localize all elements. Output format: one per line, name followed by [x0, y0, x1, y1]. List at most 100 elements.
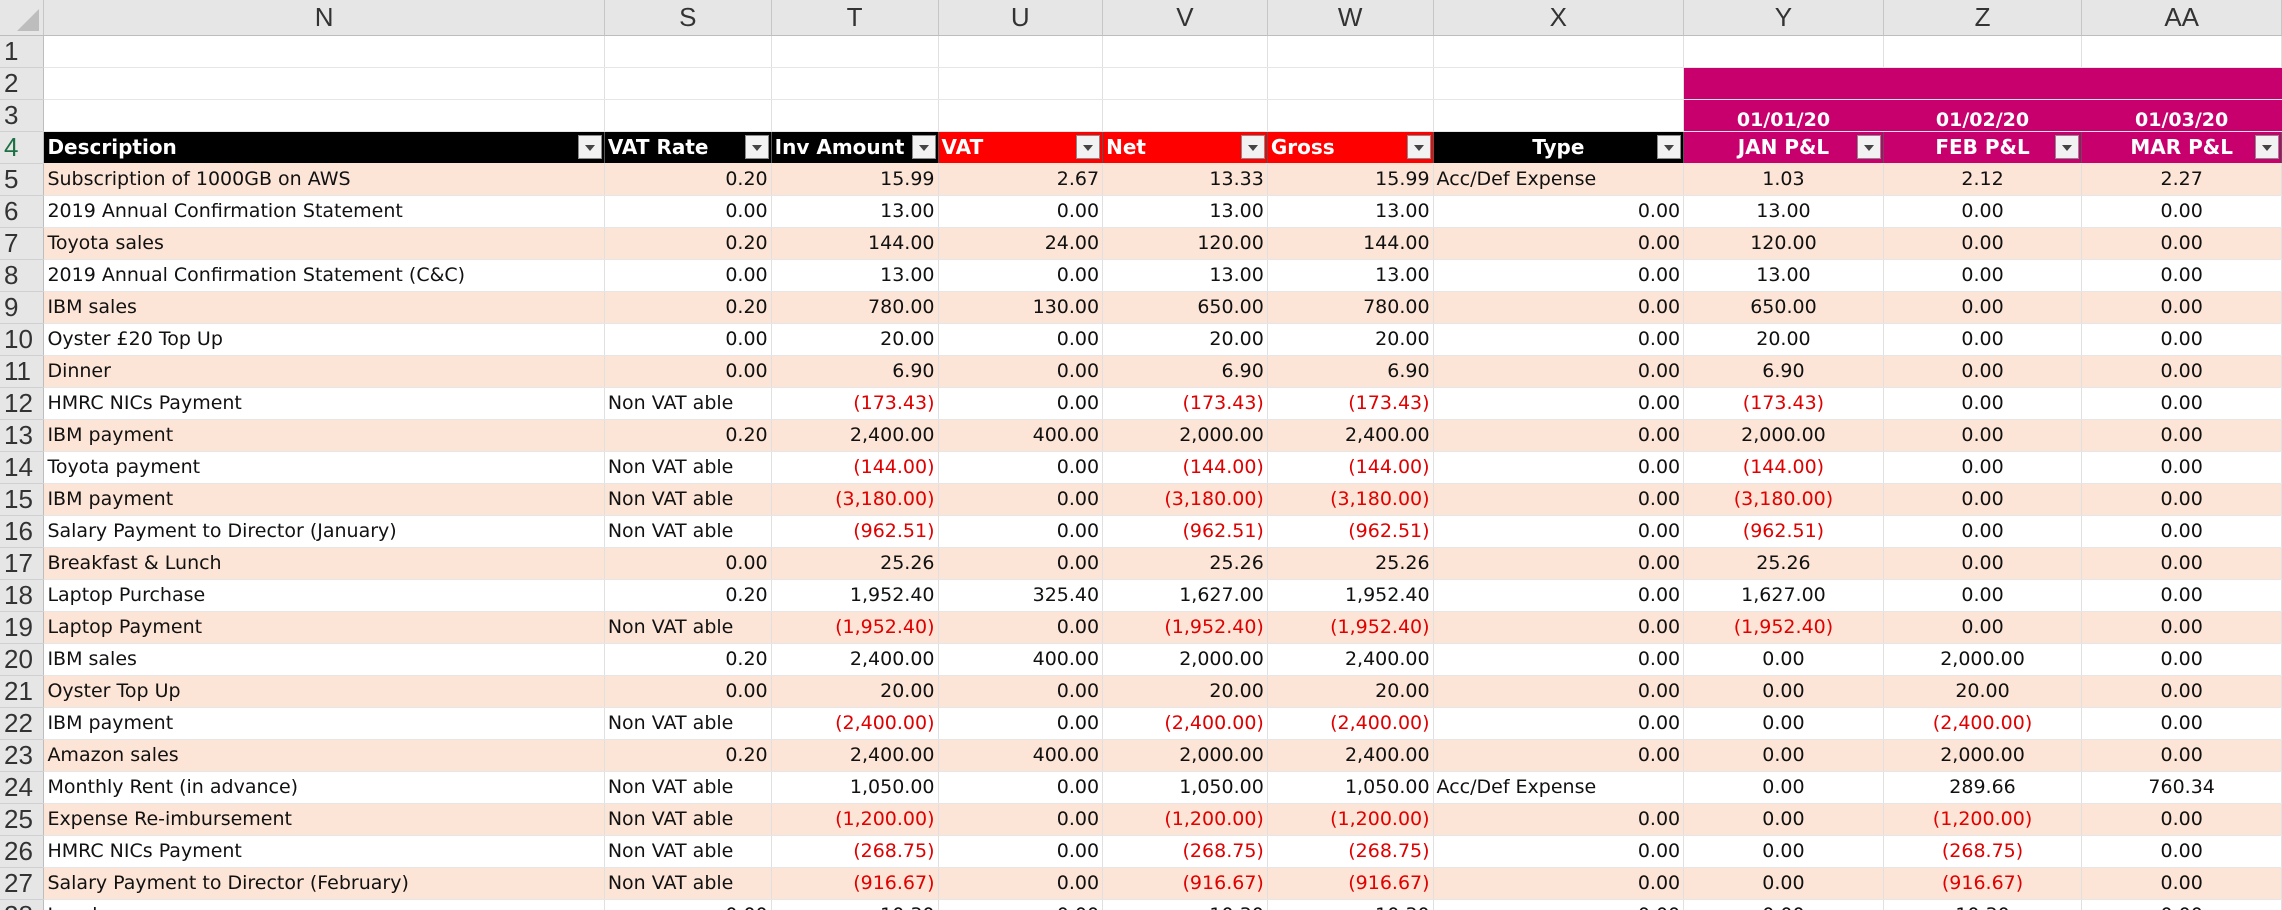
cell-type[interactable]: 0.00 [1433, 835, 1685, 868]
cell[interactable] [1883, 67, 2083, 100]
cell-net[interactable]: (268.75) [1102, 835, 1268, 868]
select-all-corner[interactable] [0, 0, 45, 36]
cell-vat[interactable]: 0.00 [938, 771, 1104, 804]
cell-mar-pl[interactable]: 0.00 [2081, 739, 2282, 772]
cell-vat[interactable]: 0.00 [938, 451, 1104, 484]
cell-mar-pl[interactable]: 0.00 [2081, 611, 2282, 644]
cell-gross[interactable]: 13.00 [1267, 259, 1434, 292]
cell-feb-pl[interactable]: 2.12 [1883, 163, 2083, 196]
cell-feb-pl[interactable]: 0.00 [1883, 515, 2083, 548]
cell-inv-amount[interactable]: 13.00 [771, 259, 939, 292]
cell-feb-pl[interactable]: 0.00 [1883, 387, 2083, 420]
cell-description[interactable]: Dinner [43, 355, 605, 388]
cell-vat-rate[interactable]: 0.20 [604, 643, 772, 676]
row-number[interactable]: 13 [0, 419, 45, 452]
cell-vat[interactable]: 325.40 [938, 579, 1104, 612]
cell-vat-rate[interactable]: 0.20 [604, 163, 772, 196]
date-mar[interactable]: 01/03/20 [2081, 99, 2282, 132]
column-header-t[interactable]: T [771, 0, 939, 36]
filter-dropdown-icon[interactable] [1076, 134, 1101, 159]
cell-net[interactable]: 6.90 [1102, 355, 1268, 388]
cell-jan-pl[interactable]: 0.00 [1683, 643, 1884, 676]
cell-jan-pl[interactable]: 0.00 [1683, 739, 1884, 772]
cell-mar-pl[interactable]: 0.00 [2081, 195, 2282, 228]
cell-feb-pl[interactable]: 20.00 [1883, 675, 2083, 708]
cell-type[interactable]: 0.00 [1433, 291, 1685, 324]
cell-mar-pl[interactable]: 0.00 [2081, 227, 2282, 260]
cell-jan-pl[interactable]: 0.00 [1683, 803, 1884, 836]
cell-vat[interactable]: 0.00 [938, 483, 1104, 516]
cell-vat-rate[interactable]: 0.20 [604, 419, 772, 452]
cell-gross[interactable]: (173.43) [1267, 387, 1434, 420]
cell-gross[interactable]: 15.99 [1267, 163, 1434, 196]
cell-type[interactable]: 0.00 [1433, 803, 1685, 836]
row-number[interactable]: 25 [0, 803, 45, 836]
cell-vat[interactable]: 24.00 [938, 227, 1104, 260]
cell-gross[interactable]: (268.75) [1267, 835, 1434, 868]
cell-jan-pl[interactable]: 1,627.00 [1683, 579, 1884, 612]
cell-jan-pl[interactable]: 0.00 [1683, 675, 1884, 708]
row-number[interactable]: 4 [0, 131, 45, 164]
cell-jan-pl[interactable]: 13.00 [1683, 195, 1884, 228]
row-number[interactable]: 20 [0, 643, 45, 676]
cell-vat[interactable]: 0.00 [938, 899, 1104, 910]
row-number[interactable]: 14 [0, 451, 45, 484]
cell-mar-pl[interactable]: 0.00 [2081, 867, 2282, 900]
cell-description[interactable]: Toyota payment [43, 451, 605, 484]
cell-gross[interactable]: 20.00 [1267, 323, 1434, 356]
cell[interactable] [604, 67, 772, 100]
cell-feb-pl[interactable]: 10.30 [1883, 899, 2083, 910]
cell-gross[interactable]: (962.51) [1267, 515, 1434, 548]
row-number[interactable]: 3 [0, 99, 45, 132]
header-mar-pl[interactable]: MAR P&L [2081, 131, 2282, 163]
cell-mar-pl[interactable]: 0.00 [2081, 323, 2282, 356]
cell-inv-amount[interactable]: 2,400.00 [771, 643, 939, 676]
row-number[interactable]: 17 [0, 547, 45, 580]
cell-jan-pl[interactable]: 120.00 [1683, 227, 1884, 260]
cell-description[interactable]: IBM payment [43, 483, 605, 516]
cell-net[interactable]: 2,000.00 [1102, 739, 1268, 772]
cell[interactable] [1683, 35, 1884, 68]
row-number[interactable]: 1 [0, 35, 45, 68]
cell-description[interactable]: IBM payment [43, 419, 605, 452]
cell-vat[interactable]: 0.00 [938, 515, 1104, 548]
cell-net[interactable]: 13.33 [1102, 163, 1268, 196]
cell-gross[interactable]: 1,952.40 [1267, 579, 1434, 612]
cell-feb-pl[interactable]: (916.67) [1883, 867, 2083, 900]
cell-description[interactable]: Subscription of 1000GB on AWS [43, 163, 605, 196]
cell-gross[interactable]: 144.00 [1267, 227, 1434, 260]
cell-inv-amount[interactable]: (173.43) [771, 387, 939, 420]
cell[interactable] [1883, 35, 2083, 68]
cell-mar-pl[interactable]: 0.00 [2081, 291, 2282, 324]
cell-inv-amount[interactable]: 2,400.00 [771, 739, 939, 772]
cell[interactable] [2081, 67, 2282, 100]
cell-net[interactable]: (962.51) [1102, 515, 1268, 548]
cell-jan-pl[interactable]: 25.26 [1683, 547, 1884, 580]
row-number[interactable]: 9 [0, 291, 45, 324]
cell-type[interactable]: Acc/Def Expense [1433, 163, 1685, 196]
cell-type[interactable]: Acc/Def Expense [1433, 771, 1685, 804]
filter-dropdown-icon[interactable] [2055, 134, 2080, 159]
cell-vat-rate[interactable]: Non VAT able [604, 451, 772, 484]
filter-dropdown-icon[interactable] [1240, 134, 1265, 159]
cell-inv-amount[interactable]: (144.00) [771, 451, 939, 484]
cell[interactable] [1267, 35, 1434, 68]
cell-inv-amount[interactable]: 1,050.00 [771, 771, 939, 804]
header-vat-rate[interactable]: VAT Rate [604, 131, 772, 163]
cell-gross[interactable]: 10.30 [1267, 899, 1434, 910]
column-header-u[interactable]: U [938, 0, 1104, 36]
row-number[interactable]: 18 [0, 579, 45, 612]
cell-feb-pl[interactable]: 0.00 [1883, 419, 2083, 452]
cell-vat[interactable]: 0.00 [938, 611, 1104, 644]
cell-type[interactable]: 0.00 [1433, 259, 1685, 292]
cell-gross[interactable]: 780.00 [1267, 291, 1434, 324]
row-number[interactable]: 28 [0, 899, 45, 910]
cell-vat[interactable]: 0.00 [938, 547, 1104, 580]
cell-type[interactable]: 0.00 [1433, 515, 1685, 548]
cell-jan-pl[interactable]: 1.03 [1683, 163, 1884, 196]
cell-feb-pl[interactable]: 0.00 [1883, 323, 2083, 356]
cell-vat-rate[interactable]: Non VAT able [604, 707, 772, 740]
cell-jan-pl[interactable]: (144.00) [1683, 451, 1884, 484]
